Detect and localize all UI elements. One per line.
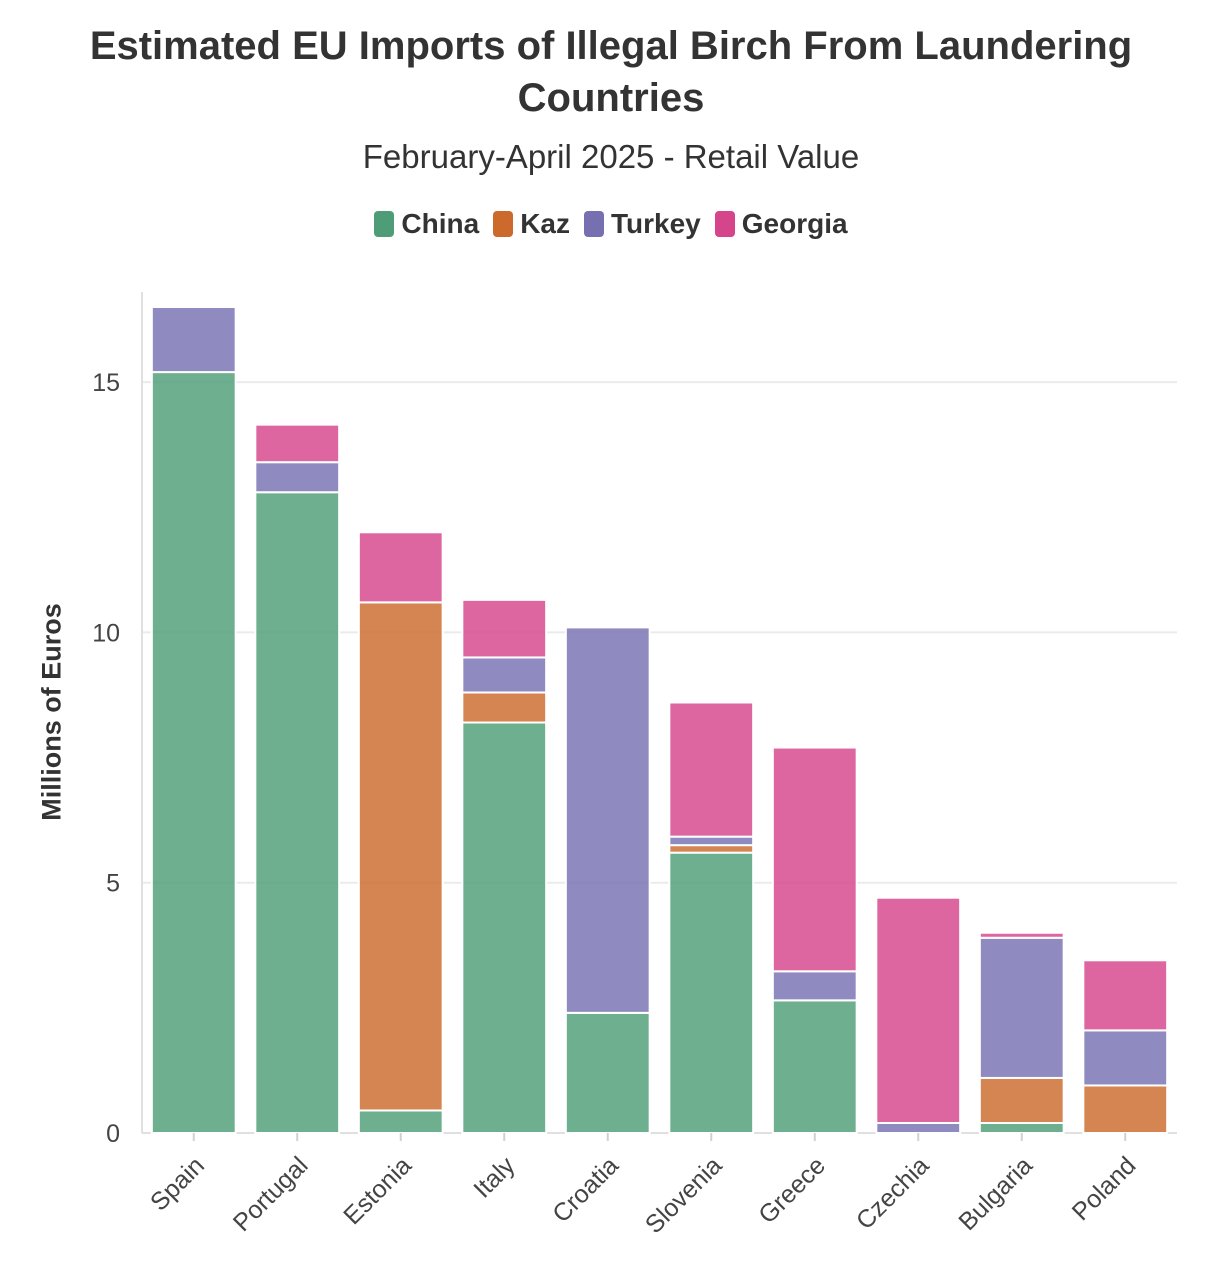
x-tick-label: Croatia [547,1151,624,1228]
bar-czechia-georgia [875,896,962,1124]
bar-portugal-georgia [254,423,341,464]
bar-spain-turkey [150,306,237,374]
bar-portugal-china [254,491,341,1134]
x-tick-label: Portugal [228,1151,314,1237]
bar-bulgaria-georgia [978,931,1065,939]
legend-item-kaz[interactable]: Kaz [493,208,570,240]
legend-label: Georgia [741,208,848,239]
bar-greece-turkey [771,970,858,1002]
x-tick-label: Italy [468,1151,521,1204]
bar-slovenia-georgia [668,701,755,838]
bar-slovenia-kaz [668,844,755,854]
bar-croatia-turkey [564,626,651,1014]
bar-greece-china [771,999,858,1135]
bar-czechia-turkey [875,1121,962,1134]
x-tick-label: Greece [753,1151,831,1229]
bar-bulgaria-kaz [978,1076,1065,1124]
bar-estonia-china [357,1109,444,1135]
bar-estonia-georgia [357,531,444,604]
legend-label: Turkey [611,208,701,239]
bar-italy-kaz [461,691,548,724]
bar-portugal-turkey [254,461,341,494]
bar-bulgaria-china [978,1121,1065,1134]
bar-italy-turkey [461,656,548,694]
legend-item-turkey[interactable]: Turkey [584,208,701,240]
legend-swatch [374,211,395,237]
bar-poland-kaz [1082,1084,1169,1135]
bar-spain-china [150,371,237,1135]
bar-bulgaria-turkey [978,936,1065,1079]
legend: China Kaz Turkey Georgia [0,208,1222,240]
y-tick-label: 15 [92,369,120,397]
x-tick-label: Spain [145,1151,210,1216]
bar-poland-georgia [1082,959,1169,1032]
x-tick-label: Bulgaria [953,1151,1038,1236]
bar-estonia-kaz [357,601,444,1112]
bar-italy-georgia [461,598,548,659]
legend-item-georgia[interactable]: Georgia [714,208,848,240]
y-tick-label: 10 [92,619,120,647]
x-tick-label: Poland [1067,1151,1142,1226]
legend-label: China [401,208,480,239]
bar-croatia-china [564,1011,651,1134]
x-tick-label: Estonia [338,1151,417,1230]
chart-subtitle: February-April 2025 - Retail Value [362,138,860,175]
bar-slovenia-turkey [668,835,755,847]
x-tick-label: Czechia [851,1151,935,1235]
bar-greece-georgia [771,746,858,973]
legend-swatch [714,211,735,237]
y-tick-label: 0 [106,1120,120,1148]
legend-swatch [584,211,604,237]
x-tick-label: Slovenia [640,1151,728,1239]
bar-italy-china [461,721,548,1134]
legend-item-china[interactable]: China [374,208,479,240]
legend-label: Kaz [520,208,570,239]
bar-poland-turkey [1082,1029,1169,1087]
bar-slovenia-china [668,851,755,1135]
y-tick-label: 5 [106,870,120,898]
legend-swatch [493,211,514,237]
chart-title: Estimated EU Imports of Illegal Birch Fr… [89,24,1133,120]
